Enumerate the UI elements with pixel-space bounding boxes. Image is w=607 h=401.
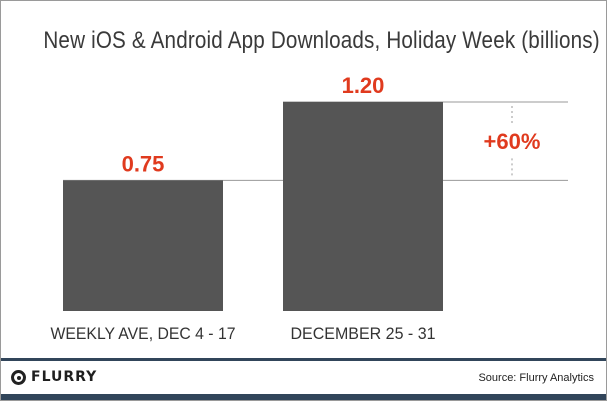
flurry-logo-text: FLURRY (31, 369, 98, 385)
bar-value-label-1: 0.75 (122, 151, 165, 176)
category-label-2: DECEMBER 25 - 31 (291, 324, 436, 343)
footer: FLURRY Source: Flurry Analytics (1, 361, 606, 394)
bar-1 (63, 180, 223, 311)
footer-divider (1, 358, 606, 361)
category-label-1: WEEKLY AVE, DEC 4 - 17 (51, 324, 236, 343)
bar-value-label-2: 1.20 (342, 73, 385, 98)
footer-band (1, 394, 606, 400)
growth-annotation: +60% (484, 129, 541, 154)
chart-title: New iOS & Android App Downloads, Holiday… (43, 27, 600, 54)
flurry-logo: FLURRY (11, 369, 97, 385)
bar-chart: 0.75 WEEKLY AVE, DEC 4 - 17 1.20 DECEMBER 2… (51, 73, 568, 343)
flurry-logo-icon (11, 369, 26, 385)
bar-2 (283, 101, 443, 312)
source-note: Source: Flurry Analytics (478, 372, 594, 384)
